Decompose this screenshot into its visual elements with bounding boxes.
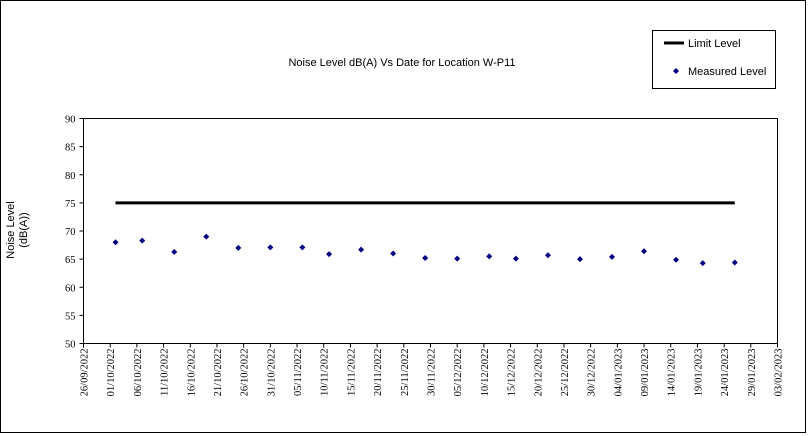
y-tick-label: 50 bbox=[65, 340, 76, 351]
x-tick-label: 10/11/2022 bbox=[320, 349, 331, 396]
chart-title: Noise Level dB(A) Vs Date for Location W… bbox=[288, 57, 515, 69]
legend-swatch bbox=[673, 68, 679, 74]
x-tick-label: 31/10/2022 bbox=[266, 349, 277, 397]
x-tick-label: 15/12/2022 bbox=[507, 349, 518, 397]
data-point bbox=[326, 251, 333, 258]
x-tick-label: 20/11/2022 bbox=[373, 349, 384, 396]
data-point bbox=[235, 244, 242, 251]
x-tick-label: 01/10/2022 bbox=[106, 349, 117, 397]
x-tick-label: 15/11/2022 bbox=[346, 349, 357, 396]
data-point bbox=[267, 244, 274, 251]
y-tick-label: 85 bbox=[65, 143, 76, 154]
data-point bbox=[299, 244, 306, 251]
x-tick-label: 09/01/2023 bbox=[640, 349, 651, 397]
data-point bbox=[454, 255, 461, 262]
data-point bbox=[203, 233, 210, 240]
y-tick-label: 55 bbox=[65, 311, 76, 322]
data-point bbox=[544, 252, 551, 259]
x-tick-label: 24/01/2023 bbox=[720, 349, 731, 397]
y-tick-label: 75 bbox=[65, 199, 76, 210]
data-point bbox=[112, 239, 119, 246]
x-tick-label: 04/01/2023 bbox=[613, 349, 624, 397]
x-tick-label: 05/11/2022 bbox=[293, 349, 304, 396]
x-tick-label: 25/11/2022 bbox=[400, 349, 411, 396]
data-point bbox=[171, 248, 178, 255]
legend-label: Limit Level bbox=[688, 38, 741, 50]
x-tick-label: 19/01/2023 bbox=[693, 349, 704, 397]
data-point bbox=[641, 248, 648, 255]
data-point bbox=[486, 253, 493, 260]
y-tick-label: 60 bbox=[65, 283, 76, 294]
x-tick-label: 05/12/2022 bbox=[453, 349, 464, 397]
y-axis-label: Noise Level bbox=[5, 201, 17, 258]
x-tick-label: 25/12/2022 bbox=[560, 349, 571, 397]
x-tick-label: 20/12/2022 bbox=[533, 349, 544, 397]
x-tick-label: 30/11/2022 bbox=[427, 349, 438, 396]
x-tick-label: 11/10/2022 bbox=[160, 349, 171, 396]
x-tick-label: 16/10/2022 bbox=[186, 349, 197, 397]
x-tick-label: 26/10/2022 bbox=[240, 349, 251, 397]
x-tick-label: 03/02/2023 bbox=[774, 349, 785, 397]
x-tick-label: 10/12/2022 bbox=[480, 349, 491, 397]
x-tick-label: 14/01/2023 bbox=[667, 349, 678, 397]
legend-label: Measured Level bbox=[688, 66, 766, 78]
x-tick-label: 21/10/2022 bbox=[213, 349, 224, 397]
data-point bbox=[358, 246, 365, 253]
y-tick-label: 70 bbox=[65, 227, 76, 238]
data-point bbox=[609, 253, 616, 260]
x-tick-label: 06/10/2022 bbox=[133, 349, 144, 397]
data-point bbox=[576, 256, 583, 263]
data-point bbox=[422, 255, 429, 261]
data-point bbox=[390, 250, 397, 257]
x-tick-label: 29/01/2023 bbox=[747, 349, 758, 397]
data-point bbox=[673, 256, 680, 263]
x-tick-label: 30/12/2022 bbox=[587, 349, 598, 397]
data-point bbox=[731, 259, 738, 266]
y-tick-label: 90 bbox=[65, 115, 76, 126]
y-axis-label: (dB(A)) bbox=[18, 212, 30, 247]
data-point bbox=[699, 260, 706, 267]
x-tick-label: 26/09/2022 bbox=[80, 349, 91, 397]
legend-box bbox=[652, 30, 776, 89]
data-point bbox=[512, 255, 519, 262]
y-tick-label: 80 bbox=[65, 171, 76, 182]
y-tick-label: 65 bbox=[65, 255, 76, 266]
data-point bbox=[139, 237, 146, 244]
